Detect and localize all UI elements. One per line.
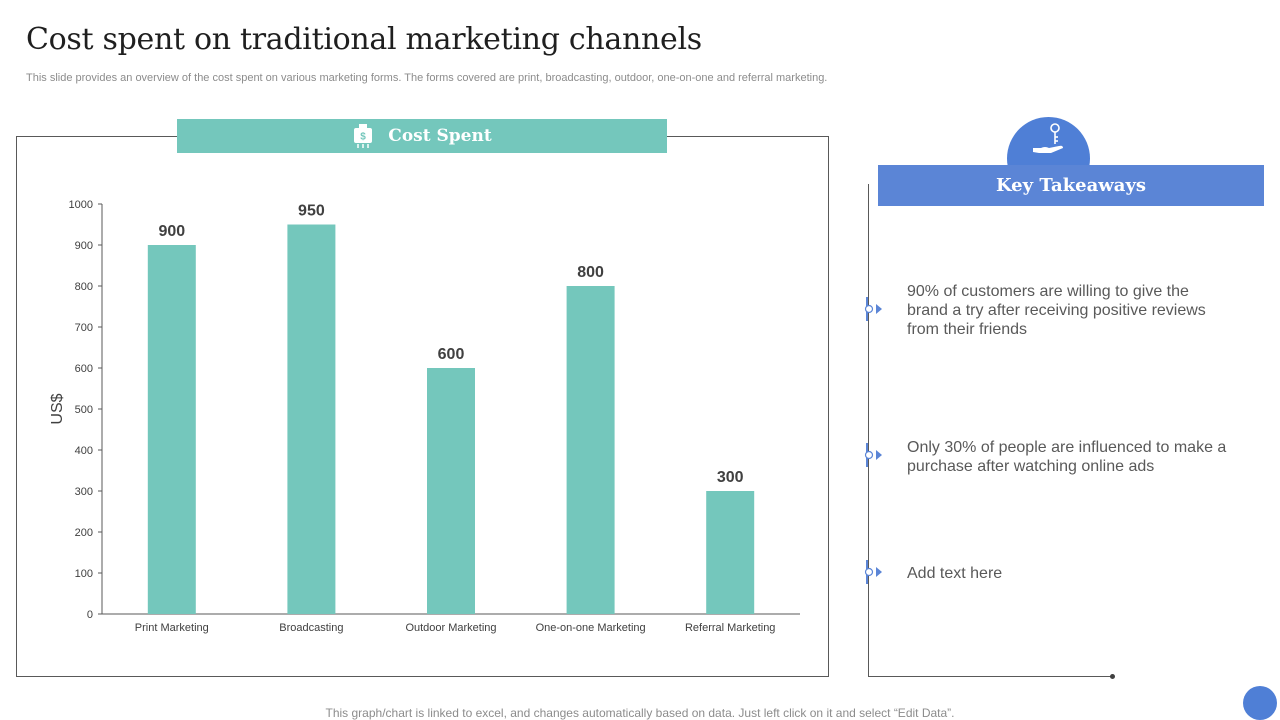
bar xyxy=(287,224,336,614)
x-tick-label: Broadcasting xyxy=(279,622,343,634)
page-title: Cost spent on traditional marketing chan… xyxy=(26,22,702,57)
takeaway-item: 90% of customers are willing to give the… xyxy=(907,283,1206,338)
money-bag-icon: $ xyxy=(354,124,373,148)
bar-data-label: 800 xyxy=(577,264,604,281)
panel-end-dot xyxy=(1110,674,1115,679)
arrow-marker-icon xyxy=(864,297,882,321)
hand-holding-key-icon xyxy=(1033,123,1063,153)
y-tick-label: 300 xyxy=(75,486,93,498)
bar-chart: 0 100 200 300 400 500 600 700 800 900 1000 US$ 900 Pr… xyxy=(49,199,800,634)
bar-data-label: 950 xyxy=(298,203,325,220)
takeaway-item: Add text here xyxy=(907,565,1003,582)
y-tick-label: 600 xyxy=(75,363,93,375)
bar-data-label: 300 xyxy=(717,469,744,486)
corner-decoration xyxy=(1243,686,1277,720)
key-takeaways-header: Key Takeaways xyxy=(878,165,1264,206)
x-tick-label: Outdoor Marketing xyxy=(405,622,496,634)
takeaway-item: Only 30% of people are influenced to mak… xyxy=(907,439,1227,475)
bar xyxy=(706,491,755,614)
y-tick-label: 500 xyxy=(75,404,93,416)
key-takeaways-panel xyxy=(868,184,1114,677)
y-tick-label: 900 xyxy=(75,240,93,252)
bar-data-label: 900 xyxy=(158,223,185,240)
x-tick-label: Referral Marketing xyxy=(685,622,775,634)
y-tick-label: 700 xyxy=(75,322,93,334)
bar xyxy=(147,245,196,614)
bar xyxy=(427,368,475,614)
y-tick-label: 800 xyxy=(75,281,93,293)
y-tick-label: 1000 xyxy=(69,199,93,211)
bar xyxy=(566,286,615,614)
y-tick-label: 400 xyxy=(75,445,93,457)
page-subtitle: This slide provides an overview of the c… xyxy=(26,72,828,84)
x-tick-label: Print Marketing xyxy=(135,622,209,634)
chart-header-title: Cost Spent xyxy=(388,126,492,146)
footer-note: This graph/chart is linked to excel, and… xyxy=(325,706,955,720)
y-tick-label: 0 xyxy=(87,609,93,621)
arrow-marker-icon xyxy=(864,560,882,584)
svg-text:$: $ xyxy=(361,132,367,143)
y-tick-label: 200 xyxy=(75,527,93,539)
chart-header: $ Cost Spent xyxy=(177,119,667,153)
arrow-marker-icon xyxy=(864,443,882,467)
key-takeaways-title: Key Takeaways xyxy=(995,175,1147,196)
y-tick-label: 100 xyxy=(75,568,93,580)
bar-data-label: 600 xyxy=(438,346,465,363)
x-tick-label: One-on-one Marketing xyxy=(536,622,646,634)
y-axis-label: US$ xyxy=(49,393,66,424)
